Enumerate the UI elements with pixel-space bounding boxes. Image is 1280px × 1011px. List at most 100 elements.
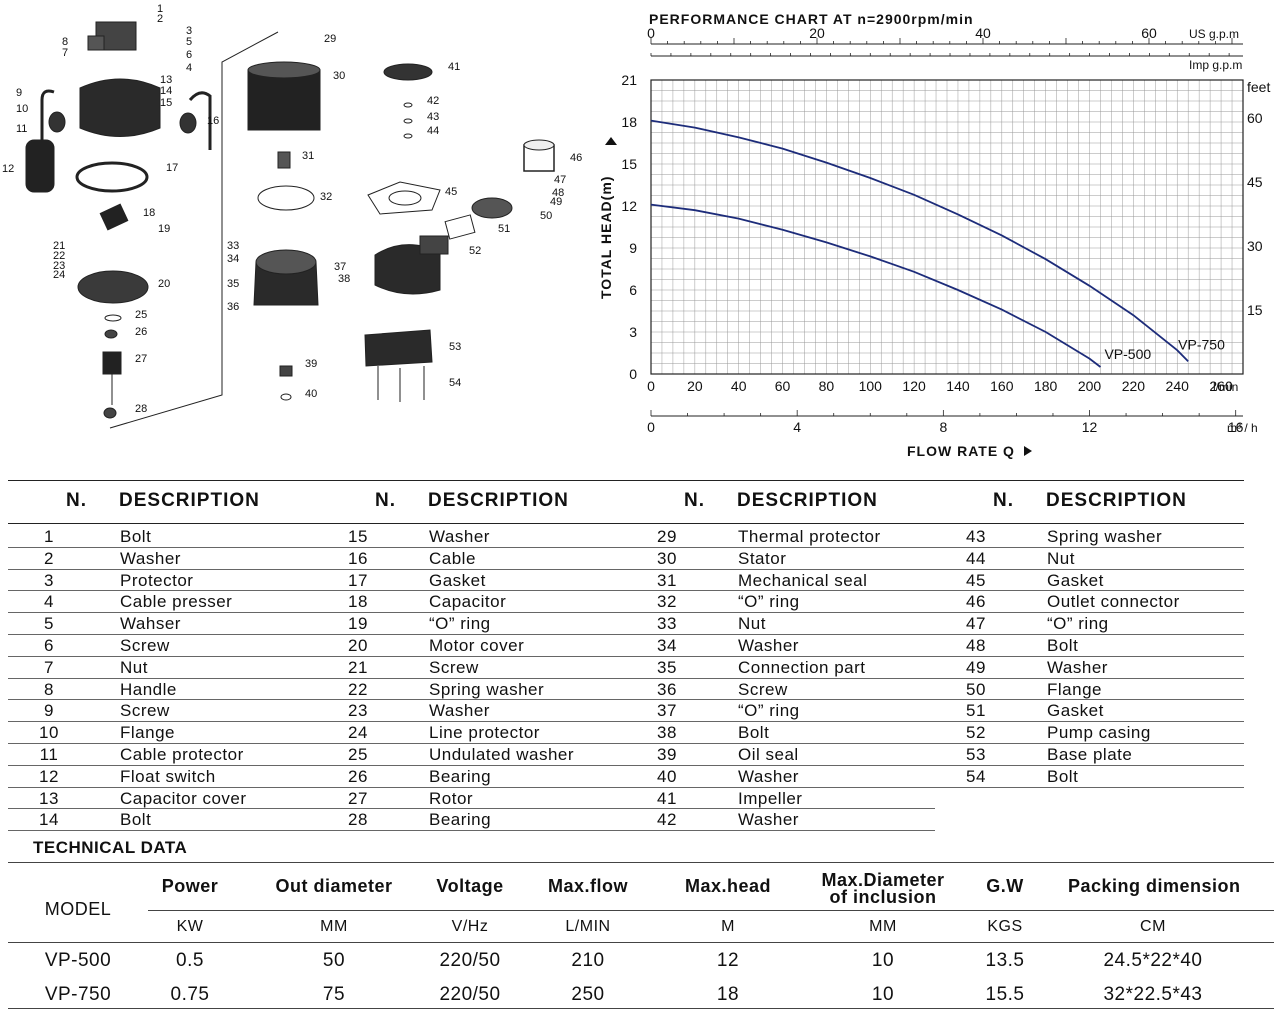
part-description: Screw	[120, 701, 170, 721]
part-number: 4	[44, 592, 54, 612]
part-number: 34	[657, 635, 677, 655]
part-number-label: 3	[186, 25, 192, 37]
part-description: Screw	[738, 679, 788, 699]
header-description: DESCRIPTION	[428, 490, 569, 511]
series-label: VP-500	[1104, 346, 1151, 362]
technical-data-table: MODEL Power Out diameter Voltage Max.flow Max…	[8, 862, 1274, 1011]
usgpm-tick-label: 20	[809, 25, 825, 41]
unit-label: KGS	[987, 918, 1023, 935]
y-tick-label: 0	[629, 366, 637, 382]
part-number-label: 17	[166, 162, 178, 174]
part-number: 43	[966, 527, 986, 546]
part-number: 13	[39, 788, 59, 808]
x-tick-label: 120	[902, 378, 926, 394]
table-row: 29 Thermal protector	[626, 526, 935, 548]
unit-label: V/Hz	[451, 918, 489, 935]
table-row: 42 Washer	[626, 809, 935, 832]
table-row: 51 Gasket	[935, 700, 1244, 723]
part-number: 8	[44, 679, 54, 699]
part-description: Gasket	[1047, 570, 1104, 590]
plot-frame	[650, 79, 1244, 375]
part-number-label: 26	[135, 326, 147, 338]
part-number: 49	[966, 657, 986, 677]
column-header-line: Max.Diameter	[821, 870, 945, 890]
part-number: 5	[44, 614, 54, 634]
part-description: Spring washer	[1047, 527, 1163, 546]
table-row: 26 Bearing	[317, 766, 626, 788]
table-row: 48 Bolt	[935, 635, 1244, 657]
table-row: 2 Washer	[8, 548, 317, 570]
feet-tick-label: 45	[1247, 174, 1263, 190]
part-description: Float switch	[120, 766, 216, 786]
table-row: 17 Gasket	[317, 570, 626, 592]
part-number-label: 38	[338, 273, 350, 285]
part-description: “O” ring	[738, 592, 800, 612]
table-cell: 24.5*22*40	[1103, 950, 1203, 971]
part-description: “O” ring	[429, 614, 491, 634]
table-row: 16 Cable	[317, 548, 626, 570]
parts-column: N. DESCRIPTION 43 Spring washer 44 Nut 45 Gaske…	[935, 480, 1244, 788]
part-description: Bolt	[1047, 635, 1079, 655]
table-cell: 75	[322, 984, 346, 1005]
unit-label: L/MIN	[565, 918, 611, 935]
part-number-label: 22	[53, 250, 65, 262]
part-number: 23	[348, 701, 368, 721]
table-row: 1 Bolt	[8, 526, 317, 548]
part-description: Nut	[738, 614, 766, 634]
column-header-line: of inclusion	[829, 887, 937, 907]
part-number: 33	[657, 614, 677, 634]
part-number-label: 28	[135, 403, 147, 415]
column-header: Max.Diameter of inclusion	[798, 870, 968, 907]
column-header: Packing dimension	[1068, 876, 1241, 896]
part-number: 10	[39, 723, 59, 743]
part-number-label: 49	[550, 196, 562, 208]
part-number-label: 34	[227, 253, 239, 265]
table-cell: 250	[571, 984, 605, 1005]
part-description: Pump casing	[1047, 723, 1151, 743]
part-number-label: 11	[16, 123, 27, 135]
part-number-label: 20	[158, 278, 170, 290]
m3h-tick-label: 16	[1228, 419, 1244, 435]
impgpm-unit-label: Imp g.p.m	[1189, 58, 1242, 72]
part-number-label: 37	[334, 261, 346, 273]
part-number: 47	[966, 614, 986, 634]
part-number-label: 45	[445, 186, 457, 198]
part-number: 53	[966, 744, 986, 764]
part-number-label: 6	[186, 49, 192, 61]
table-row: 38 Bolt	[626, 722, 935, 744]
table-row: 35 Connection part	[626, 657, 935, 679]
table-row: 3 Protector	[8, 570, 317, 592]
x-tick-label: 80	[819, 378, 835, 394]
connection-part	[253, 249, 319, 306]
part-description: Washer	[738, 635, 799, 655]
part-number-label: 23	[53, 260, 65, 272]
table-row: 47 “O” ring	[935, 613, 1244, 635]
part-description: Stator	[738, 548, 787, 568]
column-header: Power	[161, 876, 219, 896]
model-name: VP-750	[44, 984, 112, 1005]
table-row: 28 Bearing	[317, 809, 626, 832]
part-number-label: 31	[302, 150, 314, 162]
column-header: Voltage	[436, 876, 504, 896]
y-axis-arrow	[605, 137, 617, 145]
table-row: 53 Base plate	[935, 744, 1244, 766]
part-description: Protector	[120, 570, 194, 590]
parts-header: N. DESCRIPTION	[8, 480, 317, 524]
part-number-label: 52	[469, 245, 481, 257]
part-description: “O” ring	[1047, 614, 1109, 634]
x-tick-label: 40	[731, 378, 747, 394]
table-row: 36 Screw	[626, 679, 935, 701]
part-description: Bearing	[429, 810, 492, 830]
table-row: 23 Washer	[317, 700, 626, 723]
part-number: 25	[348, 744, 368, 764]
part-number: 38	[657, 723, 677, 743]
table-row: 19 “O” ring	[317, 613, 626, 635]
part-number-label: 46	[570, 152, 582, 164]
header-number: N.	[993, 490, 1014, 511]
model-name: VP-500	[44, 950, 112, 971]
y-tick-label: 6	[629, 282, 637, 298]
part-number: 44	[966, 548, 986, 568]
part-number-label: 48	[552, 187, 564, 199]
table-cell: 210	[571, 950, 605, 971]
part-description: Washer	[738, 766, 799, 786]
